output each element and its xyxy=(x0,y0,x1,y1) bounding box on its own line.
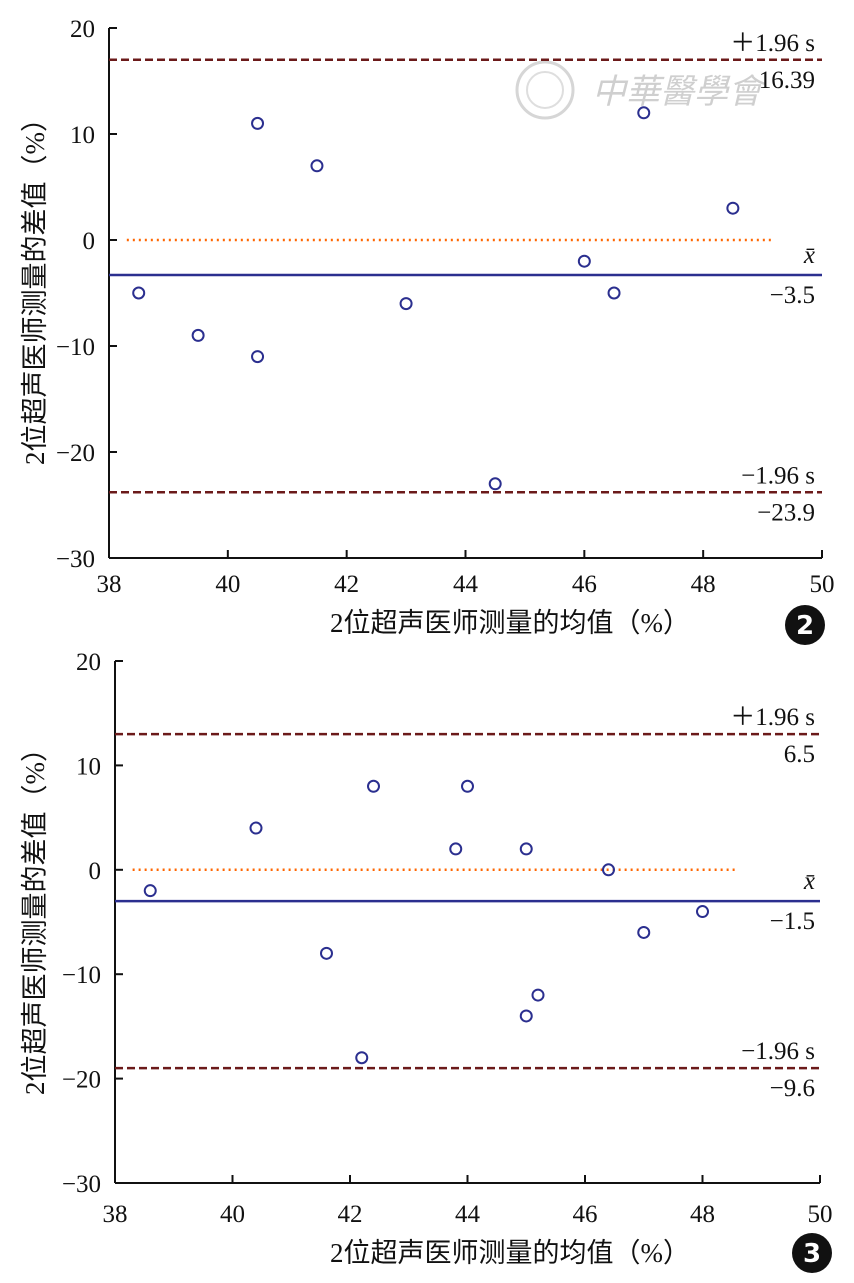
x-axis-label: 2位超声医师测量的均值（%） xyxy=(330,1238,690,1268)
y-axis-label: 2位超声医师测量的差值（%） xyxy=(20,735,50,1095)
watermark-text: 中華醫學會 xyxy=(592,72,767,112)
data-point xyxy=(637,925,651,939)
x-tick-label: 44 xyxy=(455,1201,481,1228)
figure-badge xyxy=(792,1233,832,1273)
x-tick-label: 46 xyxy=(572,571,597,598)
data-point xyxy=(637,106,651,120)
data-points xyxy=(143,779,709,1065)
y-tick-label: 20 xyxy=(76,649,101,676)
data-point xyxy=(607,286,621,300)
data-point xyxy=(320,946,333,960)
y-tick-label: 20 xyxy=(70,16,95,43)
y-tick-label: −20 xyxy=(62,1067,101,1094)
plot-3-axes xyxy=(114,661,820,1184)
x-tick-label: 46 xyxy=(573,1201,598,1228)
lower-limit-value: −9.6 xyxy=(770,1075,815,1102)
y-axis-ticks: −30 −20 −10 0 10 20 xyxy=(56,16,117,573)
y-tick-label: −10 xyxy=(56,334,95,361)
x-tick-label: 40 xyxy=(220,1201,245,1228)
data-point xyxy=(696,905,709,919)
data-point xyxy=(310,159,324,173)
bland-altman-plot-3: 38 40 42 44 46 48 50 −30 −20 −10 0 10 20 ＋1.96 s 6.5… xyxy=(20,649,833,1273)
data-point xyxy=(249,821,263,835)
figure-badge-number: 3 xyxy=(803,1239,821,1269)
data-points xyxy=(132,106,740,491)
data-point xyxy=(577,254,591,268)
data-point xyxy=(251,116,265,130)
y-axis-ticks: −30 −20 −10 0 10 20 xyxy=(62,649,123,1198)
upper-limit-value: 16.39 xyxy=(759,67,815,94)
y-tick-label: 10 xyxy=(70,122,95,149)
reference-lines: ＋1.96 s 16.39 x̄ −3.5 −1.96 s −23.9 xyxy=(109,30,822,526)
y-axis-label: 2位超声医师测量的差值（%） xyxy=(20,105,50,465)
lower-limit-label: −1.96 s xyxy=(741,462,815,489)
mean-line-label: x̄ xyxy=(803,242,815,269)
x-tick-label: 38 xyxy=(97,571,122,598)
upper-limit-label: ＋1.96 s xyxy=(730,30,815,57)
watermark-seal xyxy=(515,60,575,120)
upper-limit-label: ＋1.96 s xyxy=(730,704,815,731)
y-tick-label: 10 xyxy=(76,753,101,780)
mean-value-label: −3.5 xyxy=(770,282,815,309)
data-point xyxy=(143,884,157,898)
bland-altman-plot-2: 38 40 42 44 46 48 50 −30 −20 −10 0 10 20 ＋1.96 s 16.… xyxy=(20,16,835,645)
figure-badge xyxy=(785,605,825,645)
x-tick-label: 42 xyxy=(334,571,359,598)
x-axis-label: 2位超声医师测量的均值（%） xyxy=(330,608,690,638)
y-tick-label: 0 xyxy=(89,858,102,885)
data-point xyxy=(531,988,545,1002)
x-tick-label: 50 xyxy=(810,571,835,598)
data-point xyxy=(367,779,380,793)
data-point xyxy=(355,1051,369,1065)
data-point xyxy=(399,297,413,311)
x-tick-label: 44 xyxy=(453,571,479,598)
x-axis-ticks: 38 40 42 44 46 48 50 xyxy=(103,1175,833,1228)
data-point xyxy=(461,779,474,793)
y-tick-label: −30 xyxy=(56,546,95,573)
y-tick-label: −20 xyxy=(56,440,95,467)
lower-limit-label: −1.96 s xyxy=(741,1038,815,1065)
data-point xyxy=(488,477,502,491)
data-point xyxy=(519,842,533,856)
x-tick-label: 48 xyxy=(690,1201,715,1228)
x-axis-ticks: 38 40 42 44 46 48 50 xyxy=(97,550,835,598)
data-point xyxy=(449,842,463,856)
data-point xyxy=(132,286,146,300)
data-point xyxy=(519,1009,533,1023)
y-tick-label: 0 xyxy=(83,228,96,255)
upper-limit-value: 6.5 xyxy=(784,741,815,768)
x-tick-label: 38 xyxy=(103,1201,128,1228)
mean-value-label: −1.5 xyxy=(770,908,815,935)
figure-badge-number: 2 xyxy=(796,611,814,641)
data-point xyxy=(251,350,265,364)
y-tick-label: −10 xyxy=(62,962,101,989)
watermark: 中華醫學會 xyxy=(515,60,767,120)
y-tick-label: −30 xyxy=(62,1171,101,1198)
x-tick-label: 50 xyxy=(808,1201,833,1228)
x-tick-label: 48 xyxy=(691,571,716,598)
watermark-seal-inner xyxy=(526,71,564,109)
x-tick-label: 42 xyxy=(338,1201,363,1228)
data-point xyxy=(191,328,205,342)
x-tick-label: 40 xyxy=(215,571,240,598)
reference-lines: ＋1.96 s 6.5 x̄ −1.5 −1.96 s −9.6 xyxy=(115,704,820,1102)
data-point xyxy=(602,863,615,877)
data-point xyxy=(726,201,740,215)
mean-line-label: x̄ xyxy=(803,868,815,895)
lower-limit-value: −23.9 xyxy=(757,499,815,526)
